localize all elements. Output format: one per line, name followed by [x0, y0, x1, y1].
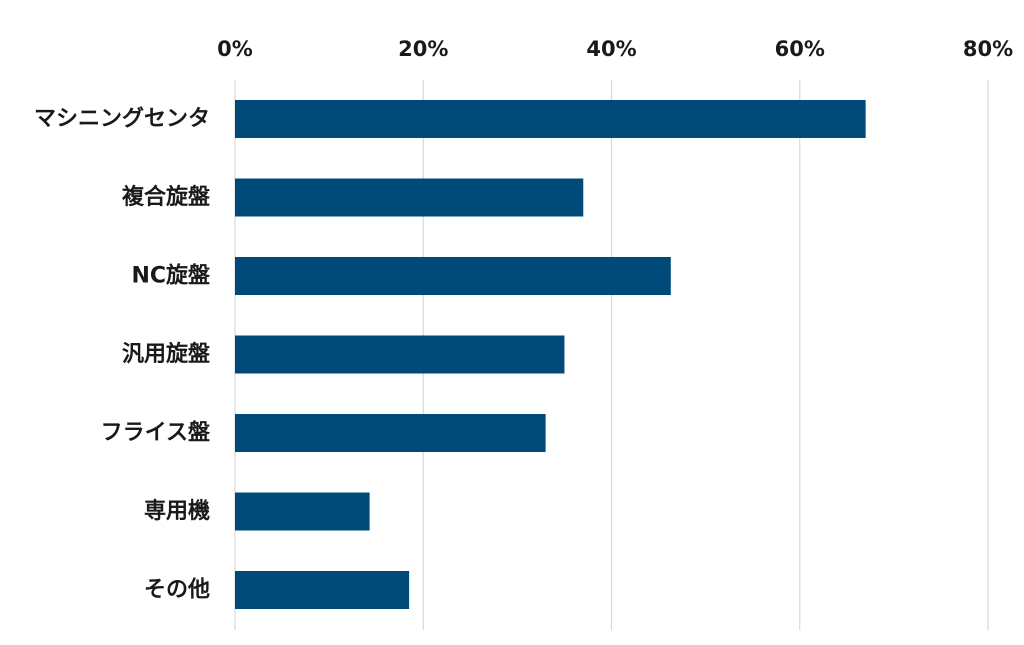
x-tick-label: 60% [775, 37, 825, 61]
bar [235, 100, 866, 138]
x-axis-ticks: 0% 20% 40% 60% 80% [217, 37, 1013, 61]
bars [235, 100, 866, 609]
category-label: 汎用旋盤 [122, 341, 211, 367]
bar [235, 492, 370, 531]
category-label: 複合旋盤 [122, 184, 211, 210]
category-label: NC旋盤 [131, 263, 211, 289]
gridlines [234, 80, 989, 630]
bar [235, 571, 410, 609]
bar [235, 257, 671, 295]
category-label: 専用機 [144, 499, 210, 524]
bar [235, 414, 546, 452]
x-tick-label: 80% [963, 37, 1013, 61]
category-label: マシニングセンタ [34, 106, 210, 132]
bar [235, 335, 565, 374]
category-label: フライス盤 [101, 420, 211, 446]
x-tick-label: 0% [217, 37, 253, 61]
x-tick-label: 20% [398, 37, 448, 61]
x-tick-label: 40% [586, 37, 636, 61]
bar [235, 178, 584, 217]
category-label: その他 [144, 578, 210, 603]
